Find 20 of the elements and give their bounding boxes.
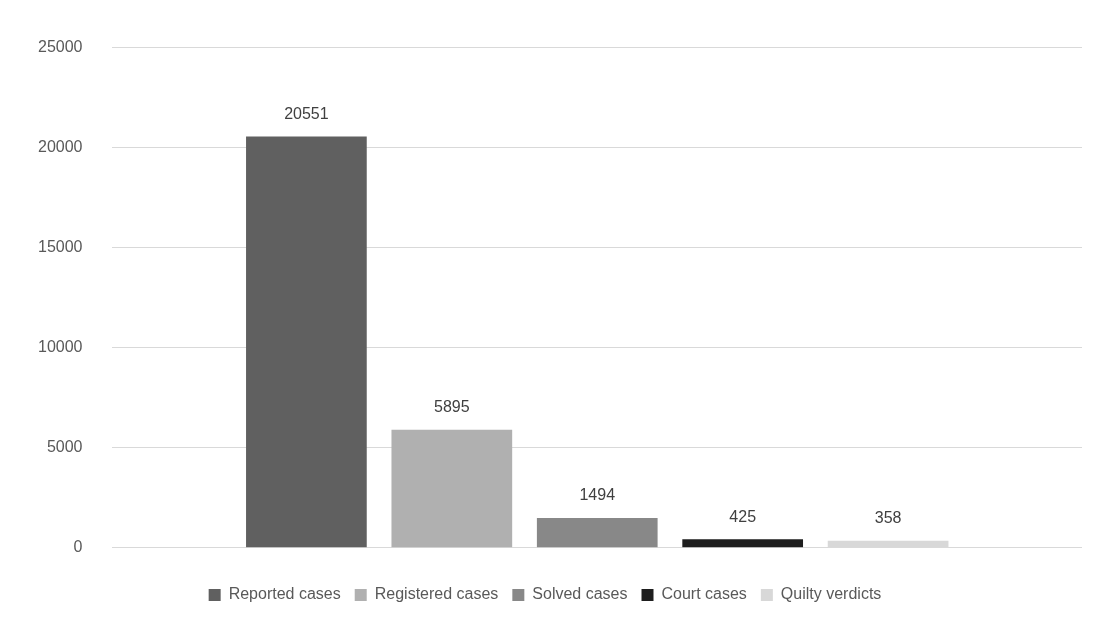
data-label: 5895	[434, 398, 470, 416]
y-tick-label: 5000	[46, 438, 83, 456]
data-label: 1494	[579, 486, 616, 504]
legend-label: Court cases	[661, 585, 747, 603]
data-label: 358	[874, 509, 902, 527]
bar	[536, 517, 658, 548]
legend-label: Reported cases	[228, 585, 341, 603]
bar	[246, 136, 367, 548]
y-tick-label: 25000	[37, 38, 83, 56]
y-tick-label: 10000	[37, 338, 83, 356]
legend-label: Quilty verdicts	[780, 585, 882, 603]
legend-label: Registered cases	[374, 585, 499, 603]
y-tick-label: 0	[73, 538, 83, 556]
y-tick-label: 15000	[37, 238, 83, 256]
bar	[682, 539, 804, 548]
data-label: 425	[729, 507, 757, 525]
data-label: 20551	[284, 105, 329, 123]
y-tick-label: 20000	[37, 138, 83, 156]
bar	[391, 429, 513, 548]
legend-label: Solved cases	[532, 585, 628, 603]
